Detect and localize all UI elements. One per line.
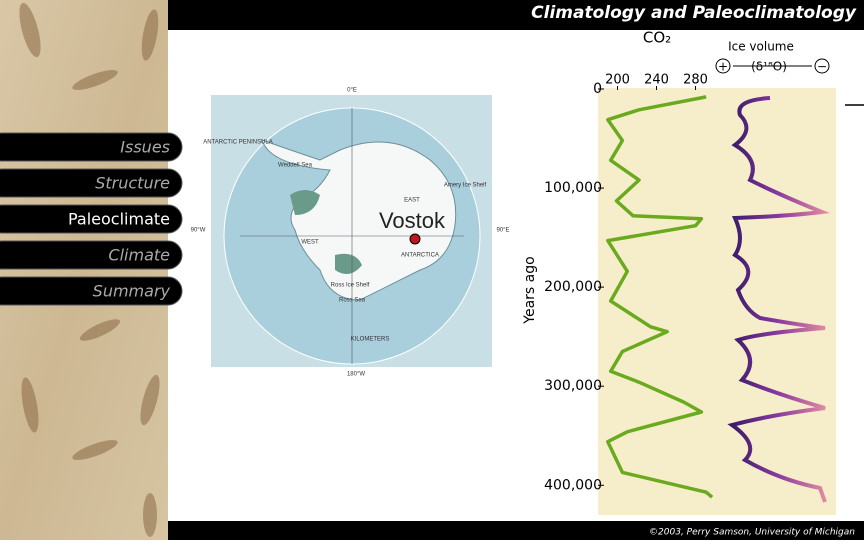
vostok-marker xyxy=(409,233,421,245)
map-label: ANTARCTIC PENINSULA xyxy=(203,140,273,146)
nav-label[interactable]: Structure xyxy=(95,174,170,193)
map: 0°E 90°W 90°E 180°W Vostok EAST WEST ANT… xyxy=(191,88,510,378)
y-axis-title: Years ago xyxy=(522,256,538,324)
y-tick-label: 100,000 xyxy=(544,180,602,196)
map-label: Amery Ice Shelf xyxy=(444,183,487,189)
nav-button[interactable] xyxy=(0,132,183,162)
map-label: 180°W xyxy=(347,372,365,378)
minus-circle xyxy=(814,58,830,74)
nav: Issues Structure Paleoclimate Climate Summar… xyxy=(0,132,183,306)
slide-title: Climatology and Paleoclimatology xyxy=(531,3,857,23)
plot-area xyxy=(598,88,836,515)
map-label: 0°E xyxy=(347,88,357,94)
co2-line xyxy=(606,95,714,499)
footer-bar xyxy=(168,521,864,540)
map-label: WEST xyxy=(301,240,319,246)
nav-button[interactable] xyxy=(0,204,183,234)
map-label: 90°E xyxy=(496,228,509,234)
vostok-label: Vostok xyxy=(379,208,446,233)
map-label: EAST xyxy=(404,198,420,204)
series-name: CO₂ xyxy=(643,29,671,47)
nav-button[interactable] xyxy=(0,240,183,270)
ice-shelves xyxy=(290,190,362,274)
map-label: Ross Sea xyxy=(339,298,366,304)
map-label: KILOMETERS xyxy=(351,337,390,343)
x-tick-label: 240 xyxy=(644,73,669,88)
x-tick-label: 200 xyxy=(605,73,630,88)
fossils xyxy=(19,2,160,537)
title-bar xyxy=(168,0,864,30)
nav-button[interactable] xyxy=(0,168,183,198)
annotation: − xyxy=(817,60,827,74)
nav-label[interactable]: Issues xyxy=(120,138,170,157)
y-tick-label: 400,000 xyxy=(544,477,602,493)
credit: ©2003, Perry Samson, University of Michi… xyxy=(649,528,855,538)
plus-circle xyxy=(715,58,731,74)
ice-volume-curve xyxy=(727,96,830,503)
map-label: Ross Ice Shelf xyxy=(331,283,370,289)
annotation: + xyxy=(718,60,728,74)
x-tick-label: 280 xyxy=(683,73,708,88)
nav-label[interactable]: Summary xyxy=(93,282,171,301)
map-label: ANTARCTICA xyxy=(401,253,439,259)
y-tick-label: 300,000 xyxy=(544,378,602,394)
y-tick-label: 200,000 xyxy=(544,279,602,295)
nav-label[interactable]: Paleoclimate xyxy=(68,210,170,229)
annotation: Ice volume xyxy=(728,40,794,54)
antarctica xyxy=(261,139,457,301)
nav-label[interactable]: Climate xyxy=(108,246,170,265)
nav-button[interactable] xyxy=(0,276,183,306)
map-label: Weddell Sea xyxy=(278,163,313,169)
map-label: 90°W xyxy=(191,228,206,234)
y-tick-label: 0 xyxy=(593,81,602,97)
